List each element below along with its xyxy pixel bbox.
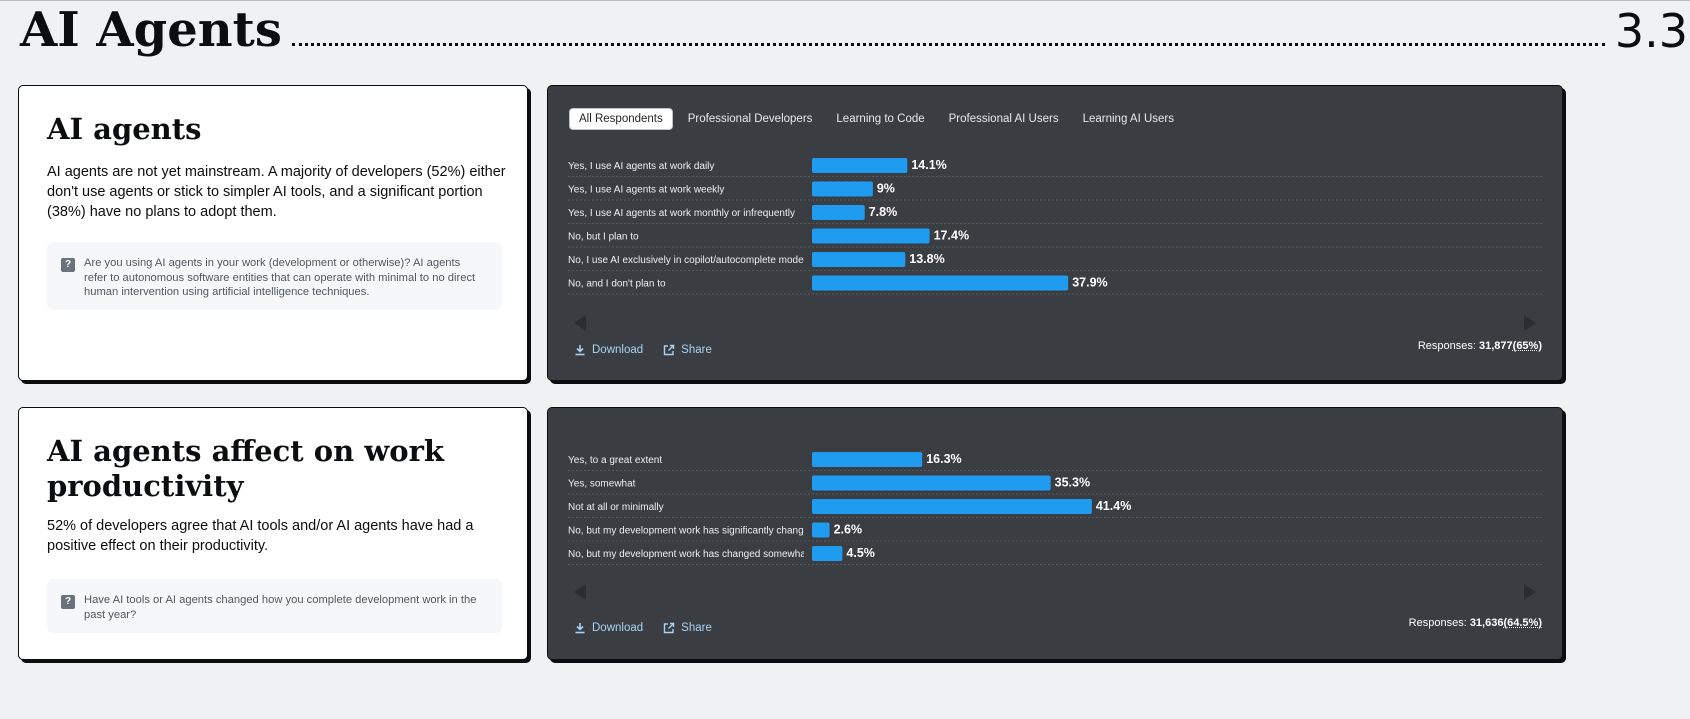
section-leader [291, 43, 1605, 46]
bar-row: No, but my development work has signific… [568, 522, 1544, 542]
tab-all-respondents[interactable]: All Respondents [569, 108, 673, 130]
card-description: AI agents are not yet mainstream. A majo… [47, 164, 506, 220]
section-number: 3.3 [1614, 4, 1688, 58]
tab-professional-ai-users[interactable]: Professional AI Users [948, 113, 1059, 125]
share-icon [663, 344, 675, 356]
bar-category-label: Not at all or minimally [568, 502, 664, 513]
bar[interactable] [812, 452, 923, 467]
bar-value-label: 37.9% [1072, 276, 1107, 290]
download-label: Download [592, 622, 644, 634]
question-box: ? Have AI tools or AI agents changed how… [47, 579, 502, 633]
bar-category-label: No, but I plan to [568, 232, 639, 243]
tab-learning-ai-users[interactable]: Learning AI Users [1082, 113, 1174, 125]
bar-row: Yes, I use AI agents at work daily 14.1% [568, 158, 1544, 177]
bar-row: Yes, somewhat 35.3% [568, 475, 1544, 495]
productivity-bar-chart: Yes, to a great extent 16.3% Yes, somewhat… [568, 452, 1544, 565]
question-box: ? Are you using AI agents in your work (… [47, 242, 502, 310]
bar[interactable] [812, 228, 930, 244]
bar[interactable] [812, 499, 1092, 514]
bar-category-label: Yes, I use AI agents at work weekly [568, 185, 724, 196]
share-button[interactable]: Share [663, 344, 712, 356]
bar-row: Yes, to a great extent 16.3% [568, 452, 1544, 471]
bar[interactable] [812, 181, 873, 197]
chart-prev-arrow[interactable] [574, 315, 586, 331]
bar-category-label: Yes, I use AI agents at work monthly or … [568, 208, 795, 219]
respondent-tabs: All Respondents Professional Developers … [569, 108, 1183, 130]
bar[interactable] [812, 252, 906, 267]
bar-row: No, but I plan to 17.4% [568, 228, 1544, 248]
ai-agents-productivity-card: AI agents affect on work productivity 52… [18, 407, 528, 660]
share-label: Share [681, 622, 712, 634]
share-button[interactable]: Share [663, 622, 712, 634]
bar[interactable] [812, 475, 1051, 491]
bar[interactable] [812, 522, 830, 538]
bar-category-label: Yes, somewhat [568, 479, 636, 490]
bar-category-label: No, and I don't plan to [568, 279, 666, 290]
bar-category-label: Yes, I use AI agents at work daily [568, 161, 714, 172]
chart-prev-arrow[interactable] [574, 584, 586, 600]
download-label: Download [592, 344, 644, 356]
bar-value-label: 35.3% [1055, 476, 1090, 490]
responses-count: Responses: 31,636(64.5%) [1408, 617, 1542, 629]
download-icon [575, 345, 585, 356]
bar-value-label: 14.1% [911, 158, 946, 172]
top-rule [0, 0, 1690, 1]
bar-row: No, and I don't plan to 37.9% [568, 275, 1544, 295]
chart-actions: Download Share [574, 344, 712, 356]
question-icon: ? [61, 258, 75, 272]
ai-agents-card: AI agents AI agents are not yet mainstre… [18, 85, 528, 381]
card-title: AI agents affect on work productivity [47, 434, 444, 503]
bar-value-label: 13.8% [909, 252, 944, 266]
bar-value-label: 4.5% [846, 546, 875, 560]
section-title: AI Agents [20, 2, 282, 58]
chart-actions: Download Share [574, 622, 712, 634]
bar-value-label: 41.4% [1096, 499, 1131, 513]
bar-category-label: No, but my development work has changed … [568, 549, 817, 560]
bar-category-label: Yes, to a great extent [568, 455, 662, 466]
card-description: 52% of developers agree that AI tools an… [47, 518, 474, 554]
question-text: Have AI tools or AI agents changed how y… [84, 594, 477, 621]
download-button[interactable]: Download [574, 622, 643, 634]
share-icon [663, 622, 675, 634]
question-text: Are you using AI agents in your work (de… [84, 257, 476, 298]
share-label: Share [681, 344, 712, 356]
bar-row: Yes, I use AI agents at work monthly or … [568, 205, 1544, 224]
bar[interactable] [812, 158, 908, 173]
download-icon [575, 623, 585, 634]
bar[interactable] [812, 275, 1069, 291]
bar-category-label: No, I use AI exclusively in copilot/auto… [568, 255, 804, 266]
tab-professional-developers[interactable]: Professional Developers [687, 113, 813, 125]
chart-next-arrow[interactable] [1524, 584, 1536, 600]
responses-count: Responses: 31,877(65%) [1417, 340, 1542, 352]
responses-percent[interactable]: (65%) [1512, 340, 1542, 352]
ai-agents-bar-chart: Yes, I use AI agents at work daily 14.1%Y… [568, 158, 1544, 295]
bar-value-label: 7.8% [869, 205, 898, 219]
bar-value-label: 2.6% [834, 523, 863, 537]
responses-percent[interactable]: (64.5%) [1503, 617, 1542, 629]
question-icon: ? [61, 595, 75, 609]
bar-value-label: 9% [877, 182, 895, 196]
tab-learning-to-code[interactable]: Learning to Code [836, 113, 925, 125]
bar-row: No, I use AI exclusively in copilot/auto… [568, 252, 1544, 271]
bar-category-label: No, but my development work has signific… [568, 526, 815, 537]
bar-row: Not at all or minimally 41.4% [568, 499, 1544, 518]
card-title: AI agents [47, 112, 202, 146]
bar[interactable] [812, 546, 843, 561]
bar-value-label: 17.4% [934, 229, 969, 243]
section-header: AI Agents 3.3 [20, 0, 1688, 54]
chart-next-arrow[interactable] [1524, 315, 1536, 331]
bar-value-label: 16.3% [926, 452, 961, 466]
bar[interactable] [812, 205, 865, 220]
productivity-chart-card: Yes, to a great extent 16.3% Yes, somewhat… [547, 407, 1563, 660]
bar-row: No, but my development work has changed … [568, 546, 1544, 565]
bar-row: Yes, I use AI agents at work weekly 9% [568, 181, 1544, 201]
download-button[interactable]: Download [574, 344, 643, 356]
ai-agents-chart-card: All Respondents Professional Developers … [547, 85, 1563, 381]
